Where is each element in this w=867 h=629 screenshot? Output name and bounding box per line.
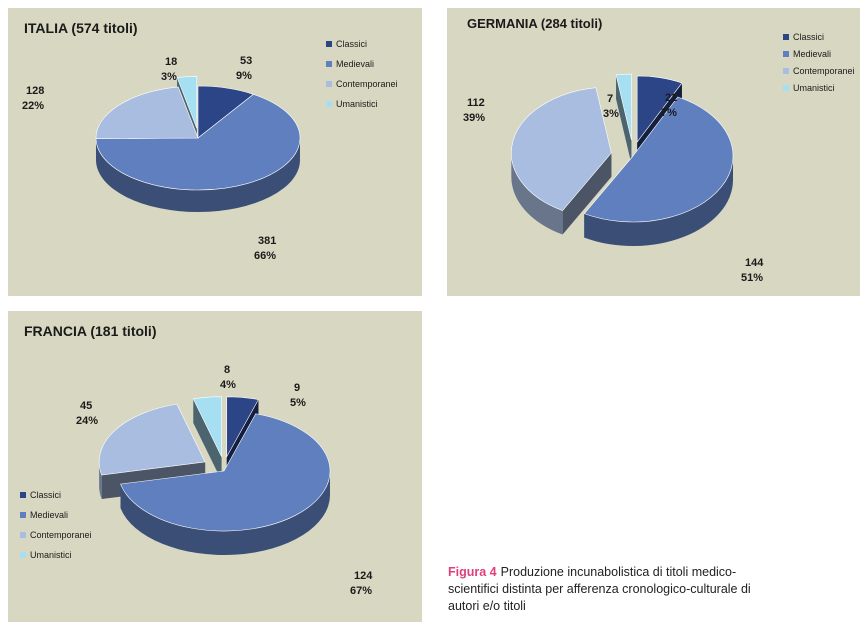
data-label-percent: 66% [254,250,276,262]
pie-chart-italia: 53 9% 381 66% 128 22% 18 3% [22,55,301,262]
legend-label: Medievali [336,59,375,69]
legend-label: Umanistici [793,82,835,93]
pie-slice-wall [193,398,222,481]
legend-label: Umanistici [30,550,72,560]
legend-swatch [326,81,332,87]
data-label-value: 21 [665,92,677,104]
legend-label: Medievali [793,48,832,59]
chart-title: GERMANIA (284 titoli) [467,16,603,31]
data-label-value: 112 [467,97,485,109]
pie-slice-umanistici [192,396,222,457]
chart-panel-francia: 9 5% 124 67% 45 24% 8 4% FRANCIA (181 titoli) C… [8,311,422,622]
pie-slice-umanistici [176,76,198,129]
legend-label: Contemporanei [30,530,92,540]
data-label-value: 128 [26,85,44,97]
data-label-percent: 51% [741,272,763,284]
legend-label: Contemporanei [793,65,855,76]
data-label-value: 7 [607,93,613,105]
legend-label: Contemporanei [336,79,398,89]
data-label-value: 124 [354,570,373,582]
pie-slice-wall [616,74,632,165]
pie-slice-medievali [120,413,331,532]
legend-label: Classici [30,490,62,500]
data-label-value: 381 [258,235,276,247]
data-label-percent: 67% [350,585,372,597]
legend-swatch [326,101,332,107]
pie-slice-rim [584,156,733,246]
legend-swatch [326,61,332,67]
legend-swatch [783,50,789,57]
legend-item-classici: Classici [326,34,398,54]
legend: Classici Medievali Contemporanei Umanist… [783,28,855,96]
legend-item-contemporanei: Contemporanei [326,74,398,94]
chart-title: ITALIA (574 titoli) [24,20,138,36]
legend-swatch [783,33,789,40]
figure-caption-text: Produzione incunabolistica di titoli med… [448,565,751,613]
data-label-percent: 5% [290,397,306,409]
legend-swatch [20,532,26,538]
data-label-percent: 3% [161,71,177,83]
pie-slice-contemporanei [511,87,612,211]
pie-slice-umanistici [615,73,632,141]
data-label-percent: 3% [603,108,619,120]
pie-chart-germania: 21 7% 144 51% 112 39% 7 3% [463,73,764,284]
pie-slice-rim [99,461,102,500]
pie-chart-francia: 9 5% 124 67% 45 24% 8 4% [76,364,373,597]
legend-label: Classici [336,39,368,49]
legend-swatch [20,552,26,558]
legend-swatch [20,512,26,518]
legend-item-medievali: Medievali [783,45,855,62]
data-label-value: 9 [294,382,300,394]
pie-slice-rim [511,152,563,235]
legend-item-medievali: Medievali [20,505,92,525]
legend-label: Medievali [30,510,69,520]
pie-slice-medievali [95,94,301,191]
legend-item-umanistici: Umanistici [326,94,398,114]
legend-label: Classici [793,31,825,42]
pie-slice-classici [226,396,259,458]
legend-item-medievali: Medievali [326,54,398,74]
legend-swatch [783,67,789,74]
legend-item-contemporanei: Contemporanei [783,62,855,79]
figure-label: Figura 4 [448,565,497,579]
legend-item-umanistici: Umanistici [20,545,92,565]
legend-swatch [20,492,26,498]
pie-slice-rim [120,471,331,555]
data-label-value: 144 [745,257,764,269]
data-label-percent: 7% [661,107,677,119]
chart-panel-italia: 53 9% 381 66% 128 22% 18 3% ITALIA (574 titoli)… [8,8,422,296]
legend-label: Umanistici [336,99,378,109]
legend-swatch [783,84,789,91]
data-label-percent: 9% [236,70,252,82]
data-label-value: 8 [224,364,230,376]
data-label-percent: 24% [76,415,98,427]
data-label-percent: 4% [220,379,236,391]
data-label-percent: 22% [22,100,44,112]
legend-item-umanistici: Umanistici [783,79,855,96]
legend: Classici Medievali Contemporanei Umanist… [20,485,92,565]
legend-swatch [326,41,332,47]
pie-slice-classici [636,75,683,143]
pie-slice-wall [562,152,612,235]
figure-caption: Figura 4 Produzione incunabolistica di ti… [448,564,778,615]
pie-slice-medievali [583,96,734,223]
data-label-percent: 39% [463,112,485,124]
chart-panel-germania: 21 7% 144 51% 112 39% 7 3% GERMANIA (284 titoli… [447,8,860,296]
legend-item-classici: Classici [20,485,92,505]
data-label-value: 18 [165,56,177,68]
legend: Classici Medievali Contemporanei Umanist… [326,34,398,114]
pie-slice-contemporanei [98,403,206,476]
data-label-value: 45 [80,400,92,412]
chart-title: FRANCIA (181 titoli) [24,323,157,339]
legend-item-classici: Classici [783,28,855,45]
pie-slice-contemporanei [95,86,199,139]
pie-slice-rim [96,138,300,213]
legend-item-contemporanei: Contemporanei [20,525,92,545]
data-label-value: 53 [240,55,252,67]
